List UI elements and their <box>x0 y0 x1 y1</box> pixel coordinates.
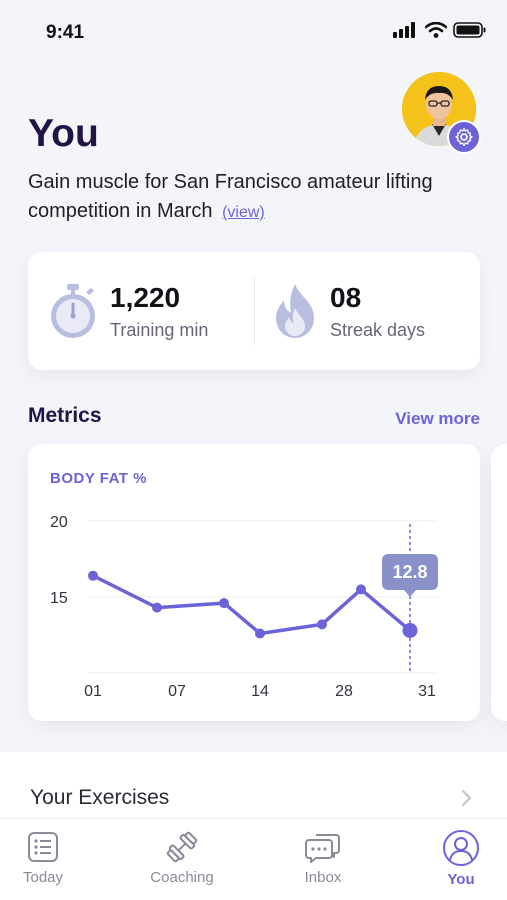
tab-coaching-label: Coaching <box>150 869 214 886</box>
tab-today[interactable]: Today <box>0 829 88 886</box>
goal-description: Gain muscle for San Francisco amateur li… <box>28 171 433 222</box>
avatar[interactable] <box>402 72 476 146</box>
training-minutes-value: 1,220 <box>110 281 181 313</box>
gear-icon <box>455 127 473 146</box>
y-tick-label: 20 <box>50 514 68 531</box>
y-tick-label: 15 <box>50 590 68 607</box>
tooltip-pointer <box>404 590 416 597</box>
tooltip-box <box>382 554 438 590</box>
x-tick-label: 31 <box>418 683 436 700</box>
flame-icon <box>276 284 314 338</box>
x-tick-label: 01 <box>84 683 102 700</box>
settings-button[interactable] <box>447 120 481 154</box>
stats-divider <box>254 276 255 346</box>
data-point <box>152 602 162 613</box>
x-tick-label: 14 <box>251 683 269 700</box>
x-tick-label: 28 <box>335 683 353 700</box>
streak-days-value: 08 <box>330 281 362 313</box>
streak-days-stat: 08 Streak days <box>272 252 425 370</box>
tab-inbox[interactable]: Inbox <box>278 829 368 886</box>
checklist-icon <box>28 832 58 862</box>
user-icon <box>443 830 479 866</box>
wifi-icon <box>425 22 447 38</box>
metrics-heading: Metrics <box>28 404 102 427</box>
training-minutes-stat: 1,220 Training min <box>48 252 208 370</box>
tab-you-label: You <box>447 871 475 888</box>
tab-you[interactable]: You <box>416 829 506 888</box>
chat-icon <box>305 834 340 863</box>
series-line <box>91 573 412 636</box>
tooltip-value: 12.8 <box>392 562 427 582</box>
goal-text: Gain muscle for San Francisco amateur li… <box>28 168 478 227</box>
streak-days-label: Streak days <box>330 319 426 340</box>
status-icons <box>393 22 487 38</box>
tab-coaching[interactable]: Coaching <box>137 829 227 886</box>
goal-view-link[interactable]: (view) <box>222 204 265 221</box>
tab-today-label: Today <box>22 869 64 886</box>
data-point <box>88 570 98 581</box>
training-minutes-label: Training min <box>110 319 209 340</box>
body-fat-chart-card[interactable]: BODY FAT % 20 15 01 07 14 28 31 12.8 <box>28 444 480 721</box>
cellular-signal-icon <box>393 22 415 38</box>
data-point <box>255 628 265 639</box>
chevron-right-icon[interactable] <box>460 788 474 808</box>
stopwatch-icon <box>51 284 95 338</box>
status-time: 9:41 <box>46 22 85 43</box>
exercises-title: Your Exercises <box>30 786 170 809</box>
body-fat-chart: 20 15 01 07 14 28 31 12.8 <box>50 514 438 700</box>
status-bar: 9:41 <box>0 0 507 62</box>
exercises-section[interactable] <box>0 752 507 822</box>
highlight-point <box>402 622 418 638</box>
tab-bar: Today Coaching Inbox You <box>0 818 507 900</box>
x-tick-label: 07 <box>168 683 186 700</box>
page-title: You <box>28 112 99 155</box>
data-point <box>317 619 327 630</box>
dumbbell-icon <box>166 831 198 863</box>
profile-photo <box>402 72 476 146</box>
data-point <box>356 584 366 595</box>
view-more-link[interactable]: View more <box>395 409 480 428</box>
chart-title: BODY FAT % <box>50 470 147 487</box>
next-metric-card[interactable] <box>491 444 507 721</box>
data-point <box>219 598 229 609</box>
tab-inbox-label: Inbox <box>304 869 342 886</box>
stats-card: 1,220 Training min 08 Streak days <box>28 252 480 370</box>
battery-icon <box>453 22 486 38</box>
